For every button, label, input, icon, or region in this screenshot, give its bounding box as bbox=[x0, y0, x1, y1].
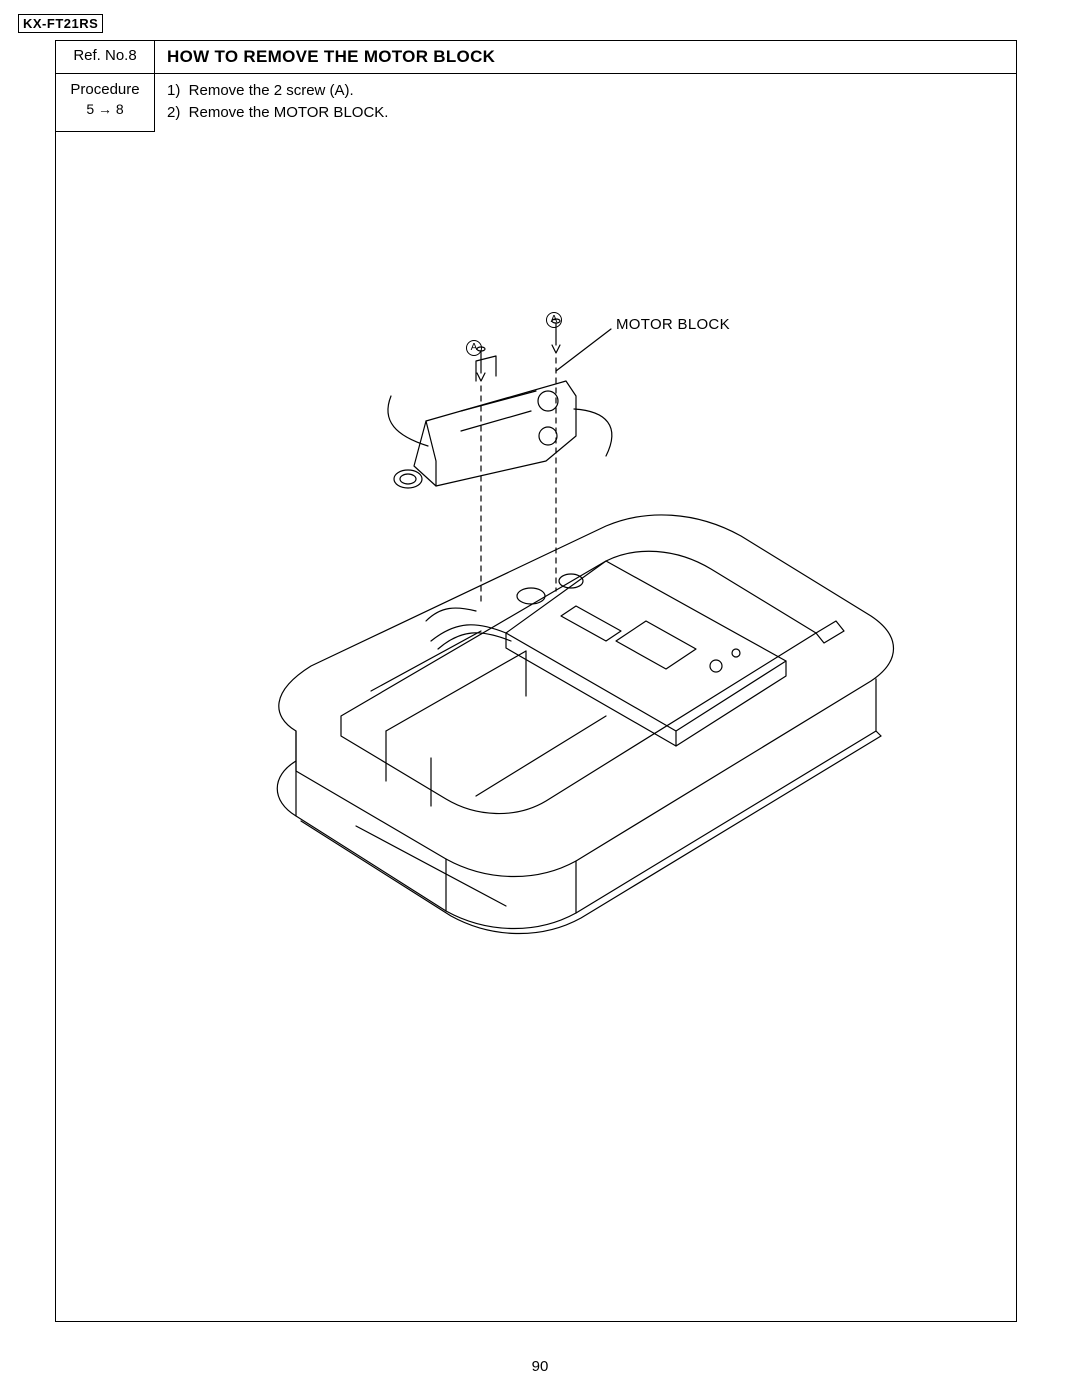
header-row-2: Procedure 5 → 8 1) Remove the 2 screw (A… bbox=[56, 74, 1016, 132]
exploded-diagram: MOTOR BLOCK A A bbox=[176, 261, 936, 1021]
chassis-base bbox=[277, 515, 893, 934]
procedure-cell: Procedure 5 → 8 bbox=[56, 74, 155, 132]
procedure-range: 5 → 8 bbox=[86, 101, 123, 117]
screw-a-icon: A bbox=[546, 312, 562, 328]
model-badge: KX-FT21RS bbox=[18, 14, 103, 33]
screw-a-marker: A bbox=[466, 339, 482, 356]
motor-block-label: MOTOR BLOCK bbox=[616, 316, 730, 333]
screw-a-marker: A bbox=[546, 311, 562, 328]
page-frame: Ref. No.8 HOW TO REMOVE THE MOTOR BLOCK … bbox=[55, 40, 1017, 1322]
technical-drawing bbox=[176, 261, 936, 1021]
header-row-1: Ref. No.8 HOW TO REMOVE THE MOTOR BLOCK bbox=[56, 41, 1016, 74]
ref-number-cell: Ref. No.8 bbox=[56, 41, 155, 73]
procedure-label: Procedure bbox=[70, 81, 139, 98]
page-number: 90 bbox=[0, 1358, 1080, 1375]
section-title: HOW TO REMOVE THE MOTOR BLOCK bbox=[155, 41, 1016, 73]
step-1: 1) Remove the 2 screw (A). bbox=[167, 80, 1004, 102]
service-manual-page: KX-FT21RS Ref. No.8 HOW TO REMOVE THE MO… bbox=[0, 0, 1080, 1397]
procedure-steps: 1) Remove the 2 screw (A). 2) Remove the… bbox=[155, 74, 1016, 132]
screw-a-icon: A bbox=[466, 340, 482, 356]
motor-block-subassembly bbox=[388, 356, 612, 488]
step-2: 2) Remove the MOTOR BLOCK. bbox=[167, 102, 1004, 124]
